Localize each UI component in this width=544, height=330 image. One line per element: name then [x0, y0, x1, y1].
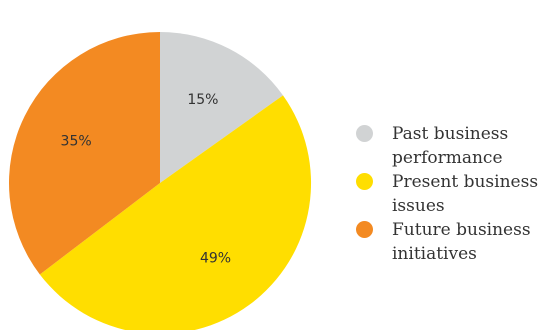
legend-item-present: Present business issues: [356, 170, 542, 218]
slice-label-present: 49%: [200, 250, 231, 266]
legend: Past business performance Present busine…: [356, 122, 542, 266]
legend-item-future: Future business initiatives: [356, 218, 542, 266]
legend-swatch-past: [356, 125, 373, 142]
legend-label-past: Past business performance: [392, 124, 509, 168]
pie-slice-present: [39, 95, 312, 330]
pie-slice-past: [160, 32, 283, 183]
slice-label-past: 15%: [187, 92, 218, 108]
legend-label-future: Future business initiatives: [392, 220, 531, 264]
legend-item-past: Past business performance: [356, 122, 542, 170]
legend-swatch-future: [356, 221, 373, 238]
slice-label-future: 35%: [61, 133, 92, 149]
pie-slice-future: [8, 32, 160, 275]
legend-swatch-present: [356, 173, 373, 190]
legend-label-present: Present business issues: [392, 172, 539, 216]
